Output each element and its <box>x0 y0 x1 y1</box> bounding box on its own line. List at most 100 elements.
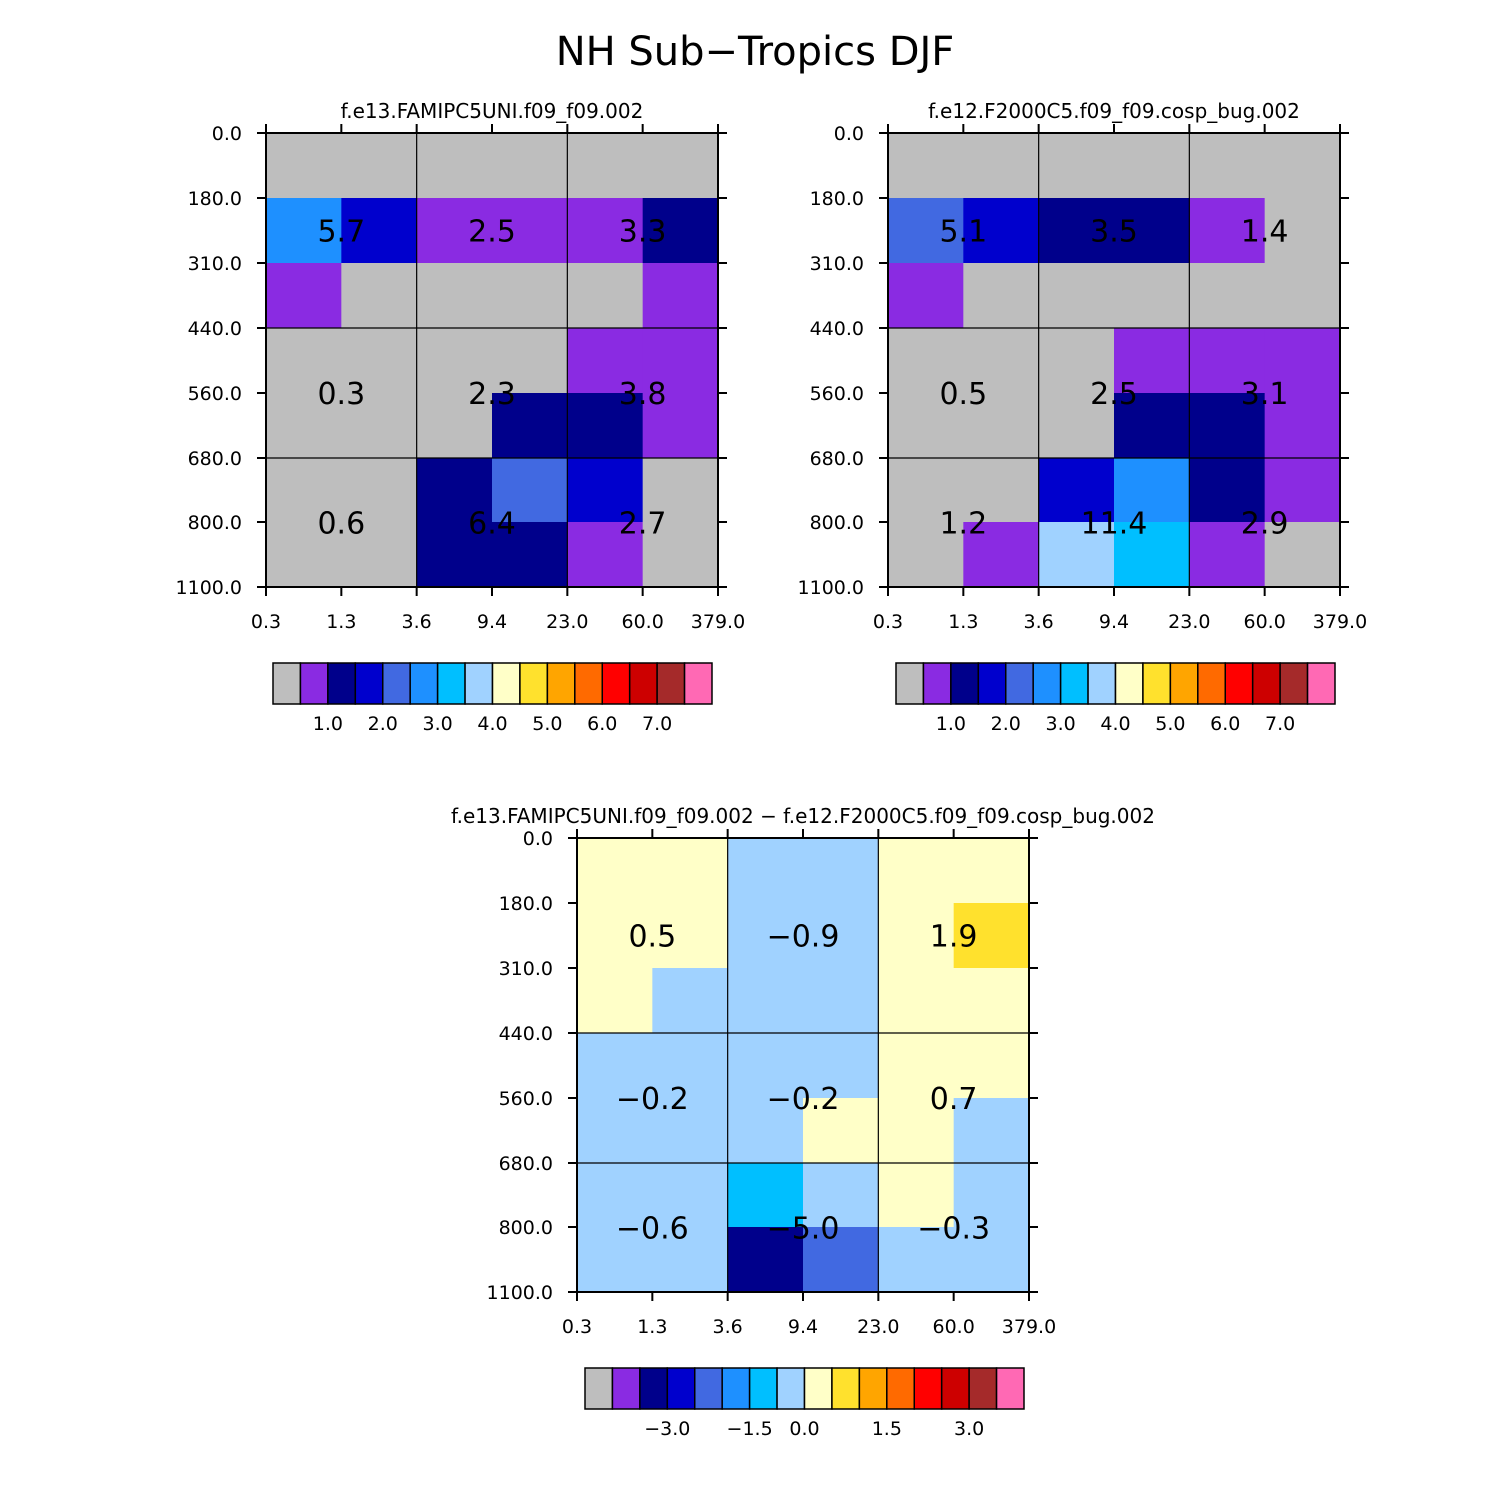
cell-value-label: 3.3 <box>619 215 667 250</box>
panel-title: f.e13.FAMIPC5UNI.f09_f09.002 <box>341 99 644 123</box>
heatmap-cell <box>642 133 719 199</box>
y-tick-label: 180.0 <box>499 893 553 915</box>
colorbar-label: 1.5 <box>872 1418 902 1440</box>
colorbar-box <box>1059 662 1089 705</box>
colorbar-box <box>977 662 1007 705</box>
main-title: NH Sub−Tropics DJF <box>556 29 955 75</box>
cell-value-label: −0.9 <box>767 920 840 955</box>
heatmap-cell <box>1264 133 1341 199</box>
colorbar-box <box>831 1367 861 1410</box>
colorbar-label: −1.5 <box>727 1418 773 1440</box>
y-tick-label: 680.0 <box>810 448 864 470</box>
heatmap-cell <box>1189 458 1266 523</box>
heatmap-cell <box>652 968 729 1034</box>
colorbar-box <box>409 662 439 705</box>
heatmap-cell <box>567 263 644 329</box>
heatmap-cell <box>727 903 804 969</box>
colorbar-box <box>721 1367 751 1410</box>
heatmap-cell <box>888 522 964 588</box>
heatmap-cell <box>652 1033 729 1099</box>
colorbar-box <box>628 662 658 705</box>
heatmap-cell <box>803 1163 879 1228</box>
heatmap-cell <box>577 1098 653 1164</box>
y-tick-label: 310.0 <box>810 253 864 275</box>
colorbar-label: 5.0 <box>532 713 562 735</box>
heatmap-cell <box>803 968 879 1034</box>
colorbar-box <box>683 662 713 705</box>
heatmap-cell <box>642 198 719 264</box>
cell-value-label: 11.4 <box>1081 507 1148 542</box>
heatmap-cell <box>727 1033 804 1099</box>
heatmap-cell <box>1264 393 1341 459</box>
heatmap-cell <box>1038 458 1115 523</box>
x-tick-label: 1.3 <box>637 1316 667 1338</box>
heatmap-cell <box>1264 328 1341 394</box>
heatmap-cell <box>567 133 644 199</box>
heatmap-panel-2: f.e12.F2000C5.f09_f09.cosp_bug.002 0.3 1.3… <box>798 99 1368 735</box>
colorbar-box <box>584 1367 614 1410</box>
heatmap-cell <box>416 328 493 394</box>
colorbar-box <box>1142 662 1172 705</box>
cell-value-label: 1.2 <box>939 507 987 542</box>
heatmap-cell <box>888 198 964 264</box>
heatmap-cell <box>888 458 964 523</box>
heatmap-cell <box>652 1098 729 1164</box>
heatmap-cell <box>803 1227 879 1293</box>
colorbar-box <box>574 662 603 705</box>
heatmap-cell <box>492 328 568 394</box>
x-tick-label: 3.6 <box>402 611 432 633</box>
x-tick-label: 23.0 <box>857 1316 899 1338</box>
cell-value-label: −0.2 <box>767 1082 840 1117</box>
heatmap-cell <box>888 328 964 394</box>
heatmap-cell <box>1189 198 1266 264</box>
heatmap-cell <box>878 903 955 969</box>
heatmap-cell <box>727 1227 804 1293</box>
y-tick-label: 0.0 <box>212 123 242 145</box>
heatmap-cell <box>577 968 653 1034</box>
y-tick-label: 180.0 <box>810 188 864 210</box>
y-tick-label: 310.0 <box>499 958 553 980</box>
colorbar-box <box>601 662 631 705</box>
heatmap-cell <box>888 133 964 199</box>
heatmap-cell <box>577 1227 653 1293</box>
heatmap-cell <box>266 458 342 523</box>
y-tick-label: 1100.0 <box>176 577 242 599</box>
y-tick-label: 560.0 <box>188 383 242 405</box>
heatmap-cell <box>642 522 719 588</box>
x-tick-label: 0.3 <box>251 611 281 633</box>
heatmap-cell <box>953 968 1030 1034</box>
heatmap-cell <box>953 903 1030 969</box>
x-tick-label: 9.4 <box>1099 611 1129 633</box>
heatmap-cell <box>492 263 568 329</box>
heatmap-panel-1: f.e13.FAMIPC5UNI.f09_f09.002 0.3 1.3 3.6 9.4… <box>176 99 746 735</box>
heatmap-cell <box>1114 522 1190 588</box>
heatmap-cell <box>492 522 568 588</box>
y-tick-label: 440.0 <box>810 318 864 340</box>
x-tick-label: 60.0 <box>622 611 664 633</box>
heatmap-panel-3: f.e13.FAMIPC5UNI.f09_f09.002 − f.e12.F20… <box>451 804 1155 1440</box>
colorbar-box <box>913 1367 943 1410</box>
colorbar-label: 5.0 <box>1155 713 1185 735</box>
heatmap-cell <box>266 393 342 459</box>
x-tick-label: 379.0 <box>1313 611 1367 633</box>
colorbar-box <box>694 1367 723 1410</box>
heatmap-cell <box>878 1227 955 1293</box>
heatmap-cell <box>642 393 719 459</box>
colorbar-box <box>858 1367 888 1410</box>
colorbar-box <box>464 662 494 705</box>
heatmap-cell <box>652 1163 729 1228</box>
heatmap-cell <box>1264 458 1341 523</box>
heatmap-cell <box>652 903 729 969</box>
colorbar-box <box>299 662 329 705</box>
colorbar-box <box>803 1367 833 1410</box>
colorbar-box <box>886 1367 915 1410</box>
heatmap-cell <box>652 838 729 904</box>
heatmap-cell <box>888 263 964 329</box>
colorbar-label: 1.0 <box>936 713 966 735</box>
cell-value-label: 1.9 <box>930 920 978 955</box>
heatmap-cell <box>642 263 719 329</box>
heatmap-cell <box>727 968 804 1034</box>
colorbar-label: 6.0 <box>1210 713 1240 735</box>
heatmap-cell <box>341 328 418 394</box>
heatmap-cell <box>1114 458 1190 523</box>
